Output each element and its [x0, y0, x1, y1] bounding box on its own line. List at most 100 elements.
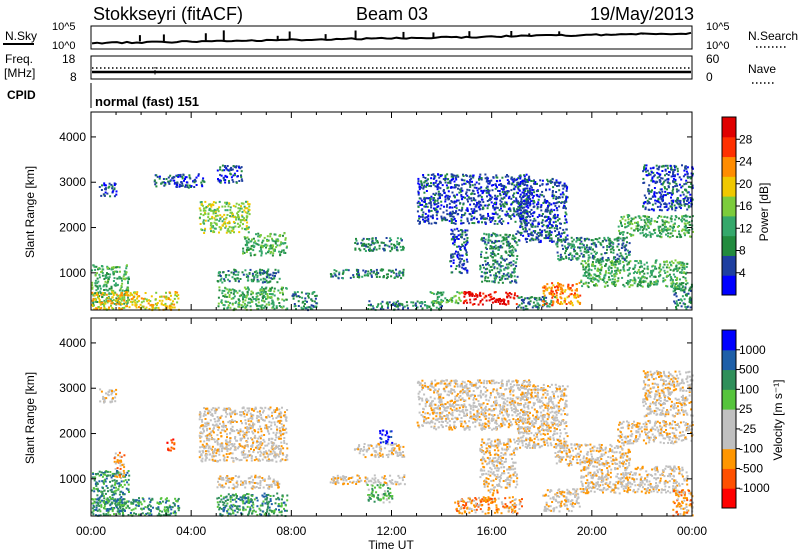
colorbar-segment — [722, 156, 736, 177]
nsky-tick-top: 10^5 — [52, 21, 76, 33]
scatter-block — [449, 227, 469, 275]
colorbar-segment — [722, 176, 736, 197]
colorbar-tick-label: 28 — [739, 132, 753, 146]
colorbar-segment — [722, 255, 736, 276]
nave-tick-bottom: 0 — [706, 70, 713, 84]
scatter-block — [153, 173, 206, 189]
x-axis-label: Time UT — [368, 538, 414, 552]
colorbar-segment — [722, 117, 736, 138]
colorbar-tick-label: -100 — [739, 442, 763, 456]
colorbar-tick-label: 4 — [739, 266, 746, 280]
y-tick-label: 2000 — [59, 427, 86, 441]
scatter-block — [166, 438, 176, 452]
scatter-block — [642, 370, 694, 418]
x-axis-ticks: 00:00 04:00 08:00 12:00 16:00 20:00 00:00 — [76, 524, 707, 538]
colorbar-segment — [722, 389, 736, 410]
scatter-block — [454, 496, 523, 515]
colorbar-segment — [722, 409, 736, 430]
colorbar-tick-label: -25 — [739, 422, 757, 436]
scatter-block — [516, 177, 569, 244]
colorbar-tick-label: 500 — [739, 363, 759, 377]
scatter-block — [516, 383, 569, 449]
colorbar-tick-label: 24 — [739, 155, 753, 169]
power-ylabel: Slant Range [km] — [23, 166, 37, 258]
scatter-block — [216, 474, 281, 490]
y-tick-label: 4000 — [59, 130, 86, 144]
scatter-block — [329, 268, 405, 280]
x-tick-label: 00:00 — [677, 524, 707, 538]
colorbar-segment — [722, 428, 736, 450]
velocity-colorbar: 1000 500 100 25 -25 -100 -500 -1000 — [721, 329, 770, 509]
velocity-ylabel: Slant Range [km] — [23, 372, 37, 464]
x-tick-label: 04:00 — [176, 524, 206, 538]
colorbar-segment — [722, 215, 736, 237]
scatter-block — [216, 492, 289, 517]
scatter-block — [555, 236, 631, 262]
scatter-block — [198, 406, 289, 463]
velocity-panel-frame — [90, 317, 693, 517]
nsky-spikes — [138, 30, 645, 42]
y-tick-label: 1000 — [59, 266, 86, 280]
nave-tick-top: 60 — [706, 52, 720, 66]
scatter-block — [99, 388, 118, 404]
scatter-block — [354, 237, 405, 253]
colorbar-segment — [722, 488, 736, 509]
scatter-block — [542, 488, 581, 513]
scatter-block — [198, 200, 251, 234]
velocity-colorbar-label: Velocity [m s⁻¹] — [771, 379, 785, 460]
scatter-block — [541, 281, 582, 307]
power-colorbar-label: Power [dB] — [757, 183, 771, 242]
colorbar-tick-label: -1000 — [739, 481, 770, 495]
power-scatter-layer — [91, 164, 694, 312]
scatter-block — [291, 291, 319, 312]
cpid-label: CPID — [7, 88, 36, 102]
x-tick-label: 00:00 — [76, 524, 106, 538]
scatter-block — [242, 232, 288, 257]
scatter-block — [216, 164, 244, 184]
scatter-block — [617, 214, 694, 239]
colorbar-tick-label: 8 — [739, 244, 746, 258]
freq-tick-bottom: 8 — [70, 70, 77, 84]
nsearch-tick-bottom: 10^0 — [706, 40, 730, 52]
nsearch-tick-top: 10^5 — [706, 21, 730, 33]
scatter-block — [580, 259, 689, 289]
scatter-block — [113, 451, 126, 480]
colorbar-segment — [722, 349, 736, 371]
nsky-panel-frame — [90, 25, 693, 50]
scatter-block — [517, 296, 557, 311]
scatter-block — [672, 282, 693, 310]
colorbar-tick-label: 16 — [739, 199, 753, 213]
scatter-block — [416, 173, 532, 225]
y-tick-label: 3000 — [59, 175, 86, 189]
scatter-block — [353, 442, 406, 459]
scatter-block — [379, 429, 394, 445]
scatter-block — [479, 232, 519, 284]
scatter-block — [217, 286, 289, 312]
colorbar-tick-label: 20 — [739, 177, 753, 191]
scatter-block — [98, 182, 118, 198]
colorbar-segment — [722, 196, 736, 217]
scatter-block — [579, 465, 689, 495]
colorbar-tick-label: 12 — [739, 221, 753, 235]
scatter-block — [429, 291, 463, 305]
scatter-block — [416, 379, 532, 431]
scatter-block — [329, 474, 406, 486]
scatter-block — [617, 419, 694, 445]
cpid-value: normal (fast) 151 — [95, 94, 199, 109]
colorbar-segment — [722, 275, 736, 296]
colorbar-tick-label: 100 — [739, 382, 759, 396]
scatter-block — [462, 291, 519, 306]
velocity-scatter-layer — [91, 370, 694, 517]
colorbar-segment — [722, 448, 736, 469]
y-tick-label: 3000 — [59, 381, 86, 395]
colorbar-tick-label: 1000 — [739, 343, 766, 357]
x-tick-label: 08:00 — [276, 524, 306, 538]
colorbar-segment — [722, 136, 736, 158]
velocity-axis: 1000 2000 3000 4000 — [59, 318, 693, 516]
scatter-block — [366, 483, 394, 504]
colorbar-segment — [722, 330, 736, 351]
colorbar-frame — [721, 329, 737, 509]
nsearch-label: N.Search — [748, 29, 798, 43]
scatter-block — [554, 443, 631, 468]
